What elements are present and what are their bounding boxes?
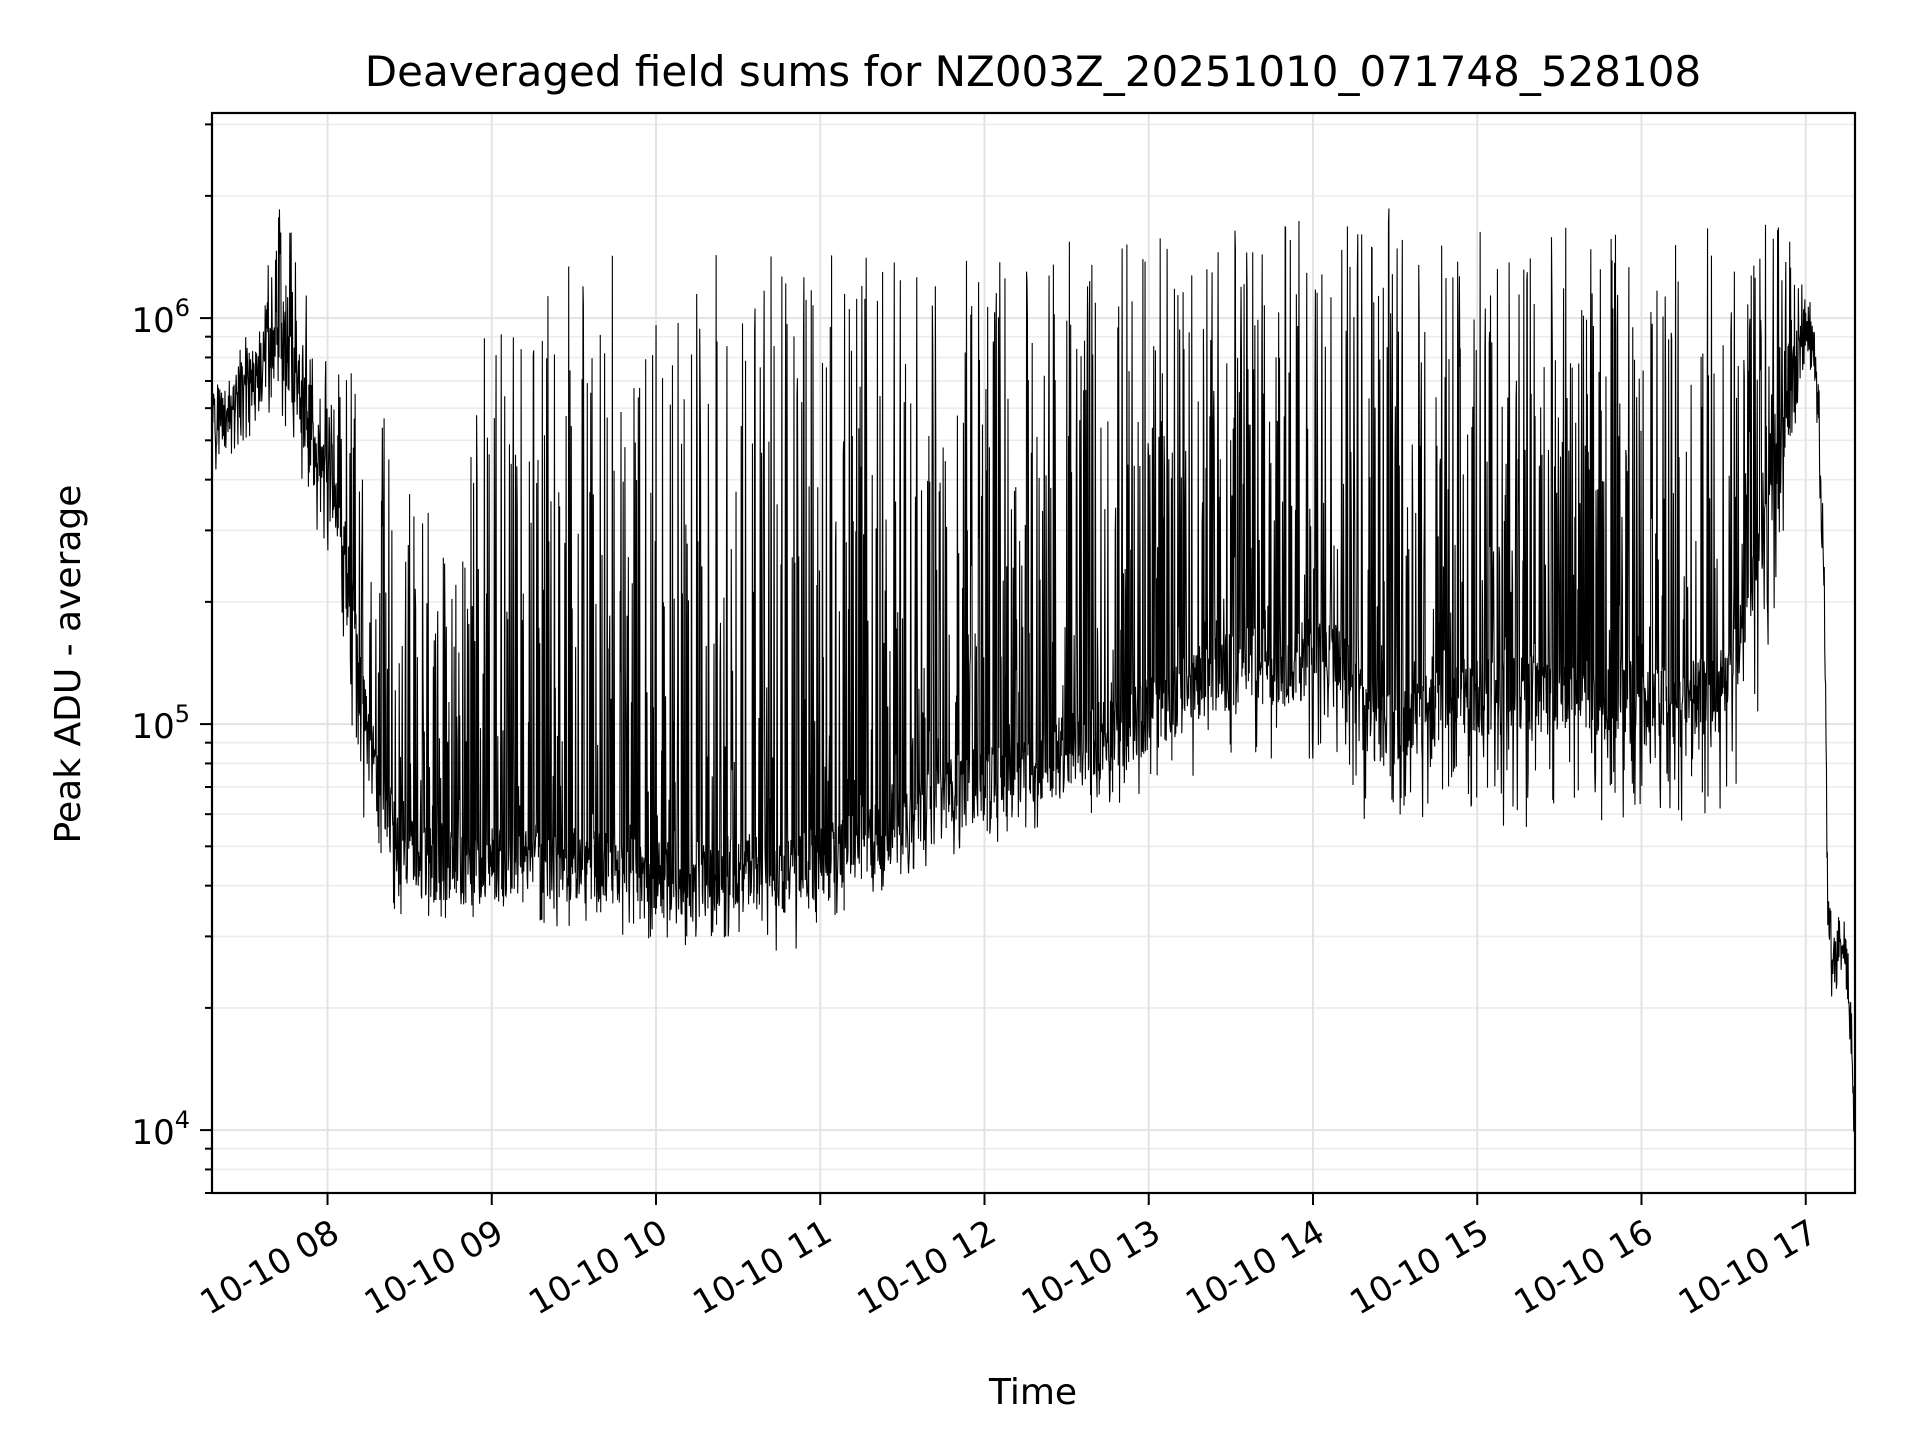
y-tick-label: 105 xyxy=(131,700,190,747)
plot-frame xyxy=(210,111,1857,1195)
y-tick-label: 104 xyxy=(131,1106,190,1153)
series-layer xyxy=(211,208,1856,1138)
x-axis-label: Time xyxy=(988,1372,1077,1413)
series-line-field-sums xyxy=(211,208,1856,1138)
chart-title: Deaveraged field sums for NZ003Z_2025101… xyxy=(365,47,1701,96)
y-tick-label: 106 xyxy=(131,294,190,341)
y-axis-label: Peak ADU - average xyxy=(48,485,89,844)
